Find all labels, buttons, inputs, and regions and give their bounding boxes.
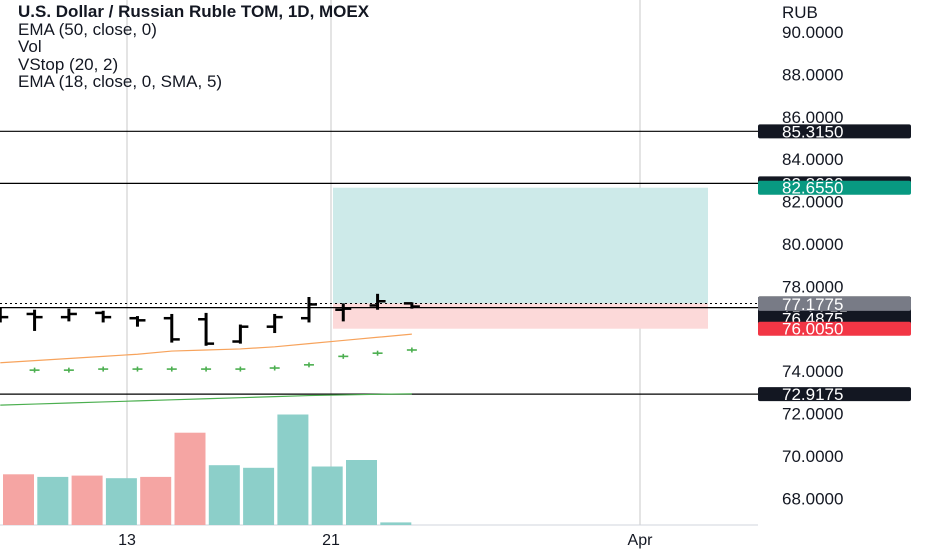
ohlc-bar [369,293,386,310]
indicator-ema18[interactable]: EMA (18, close, 0, SMA, 5) [18,72,223,91]
ohlc-bar [95,310,112,323]
price-tag-label: 77.1775 [782,295,843,314]
ohlc-bar [300,297,317,323]
volume-bar [3,474,34,525]
symbol-title[interactable]: U.S. Dollar / Russian Ruble TOM, 1D, MOE… [18,2,370,21]
price-tag-label: 82.6550 [782,179,843,198]
price-tag-label: 85.3150 [782,122,843,141]
price-tag-label: 72.9175 [782,385,843,404]
indicator-ema50[interactable]: EMA (50, close, 0) [18,19,157,39]
ohlc-bar [26,309,43,331]
price-axis-tick-label: 82.0000 [782,193,843,212]
volume-bar [208,465,240,525]
time-axis-label: Apr [628,532,654,549]
price-axis-tick-label: 80.0000 [782,235,843,254]
volume-bar [346,460,377,525]
price-tag-background [758,296,911,311]
ohlc-bar [129,316,146,327]
ema18-line [0,333,412,364]
volume-bar [243,467,275,525]
ohlc-bar [403,302,420,309]
ohlc-bar [0,307,9,323]
indicator-vol[interactable]: Vol [18,37,42,56]
price-tag: 76.0050 [758,320,911,339]
price-axis-tick-label: 78.0000 [782,277,843,296]
price-tag-background [758,124,911,139]
volume-bar [37,476,69,525]
price-tag: 77.1775 [758,295,911,314]
price-axis-tick-label: 74.0000 [782,362,843,381]
price-axis-tick-label: 72.0000 [782,405,843,424]
volume-bar [140,476,172,525]
ohlc-bar [335,303,352,322]
price-tag-background [758,387,911,402]
price-axis-tick-label: 84.0000 [782,150,843,169]
position-target-zone [333,187,708,304]
price-axis-tick-label: 70.0000 [782,447,843,466]
volume-bar [105,478,137,525]
price-axis-tick-label: 88.0000 [782,65,843,84]
volume-bar [277,414,309,525]
price-tag-background [758,180,911,195]
volume-bar [71,475,103,525]
price-axis-tick-label: 68.0000 [782,489,843,508]
price-tag: 85.3150 [758,122,911,141]
price-axis-tick-label: 86.0000 [782,108,843,127]
chart-legend: U.S. Dollar / Russian Ruble TOM, 1D, MOE… [18,3,369,91]
currency-label: RUB [782,3,818,22]
price-tag: 72.9175 [758,385,911,404]
price-axis-tick-label: 90.0000 [782,23,843,42]
ohlc-bar [232,324,249,344]
time-axis-label: 21 [322,532,340,549]
price-tag: 82.6550 [758,179,911,198]
ohlc-bar [60,308,77,322]
volume-bar [174,432,206,525]
price-tag-background [758,321,911,336]
volume-bar [311,466,343,525]
price-tag-label: 76.0050 [782,320,843,339]
ema50-line [0,393,412,406]
ohlc-bar [163,313,180,343]
time-axis-label: 13 [118,532,136,549]
ohlc-bar [198,312,215,346]
indicator-vstop[interactable]: VStop (20, 2) [18,54,119,74]
volume-bar [380,522,412,525]
ohlc-bar [266,313,283,334]
